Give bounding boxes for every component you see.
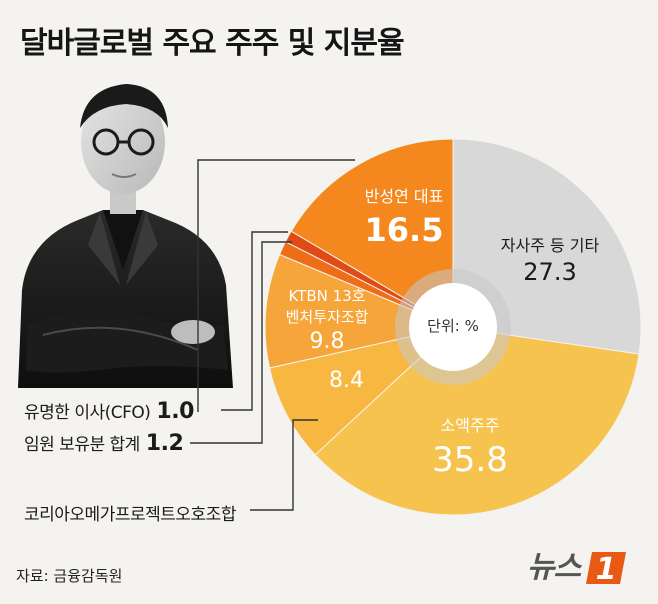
chart-title: 달바글로벌 주요 주주 및 지분율	[20, 26, 405, 61]
logo-number: 1	[596, 552, 617, 587]
slice-value: 9.8	[309, 329, 345, 354]
leader-line-cfo	[221, 231, 288, 411]
logo-text: 뉴스	[527, 550, 581, 585]
side-label-name: 유명한 이사(CFO)	[24, 403, 151, 423]
slice-label-korea-value: 8.4	[329, 368, 364, 393]
side-label-exec: 임원 보유분 합계 1.2	[24, 430, 184, 456]
slice-label-minor: 소액주주 35.8	[410, 412, 530, 480]
side-label-value: 1.0	[156, 399, 194, 424]
slice-name-line2: 벤처투자조합	[285, 308, 369, 326]
slice-name: 자사주 등 기타	[500, 236, 600, 255]
leader-line-exec	[190, 241, 292, 444]
pie-slice-2	[314, 326, 640, 516]
side-label-korea: 코리아오메가프로젝트오호조합	[24, 505, 236, 525]
slice-name-line1: KTBN 13호	[288, 287, 366, 305]
leader-line-korea	[250, 419, 318, 511]
person-photo	[18, 84, 233, 388]
slice-value: 16.5	[364, 211, 444, 249]
slice-label-ktbn: KTBN 13호 벤처투자조합 9.8	[272, 285, 382, 354]
slice-value: 35.8	[432, 440, 508, 480]
pie-slice-0	[290, 138, 454, 328]
slice-name: 소액주주	[440, 416, 500, 435]
side-label-value: 1.2	[145, 431, 184, 456]
slice-name: 반성연 대표	[364, 187, 444, 206]
logo-badge-icon: 1	[586, 552, 627, 587]
side-label-cfo: 유명한 이사(CFO) 1.0	[24, 398, 194, 424]
side-label-name: 임원 보유분 합계	[24, 435, 140, 455]
news1-logo: 뉴스 1	[527, 546, 628, 590]
slice-value: 27.3	[523, 258, 577, 286]
slice-label-ban: 반성연 대표 16.5	[349, 183, 459, 249]
source-note: 자료: 금융감독원	[16, 567, 123, 585]
leader-line-ban	[197, 159, 355, 412]
donut-hole	[409, 283, 497, 371]
slice-label-etc: 자사주 등 기타 27.3	[490, 232, 610, 286]
unit-label: 단위: %	[427, 317, 479, 335]
pie-slice-4	[264, 253, 455, 369]
